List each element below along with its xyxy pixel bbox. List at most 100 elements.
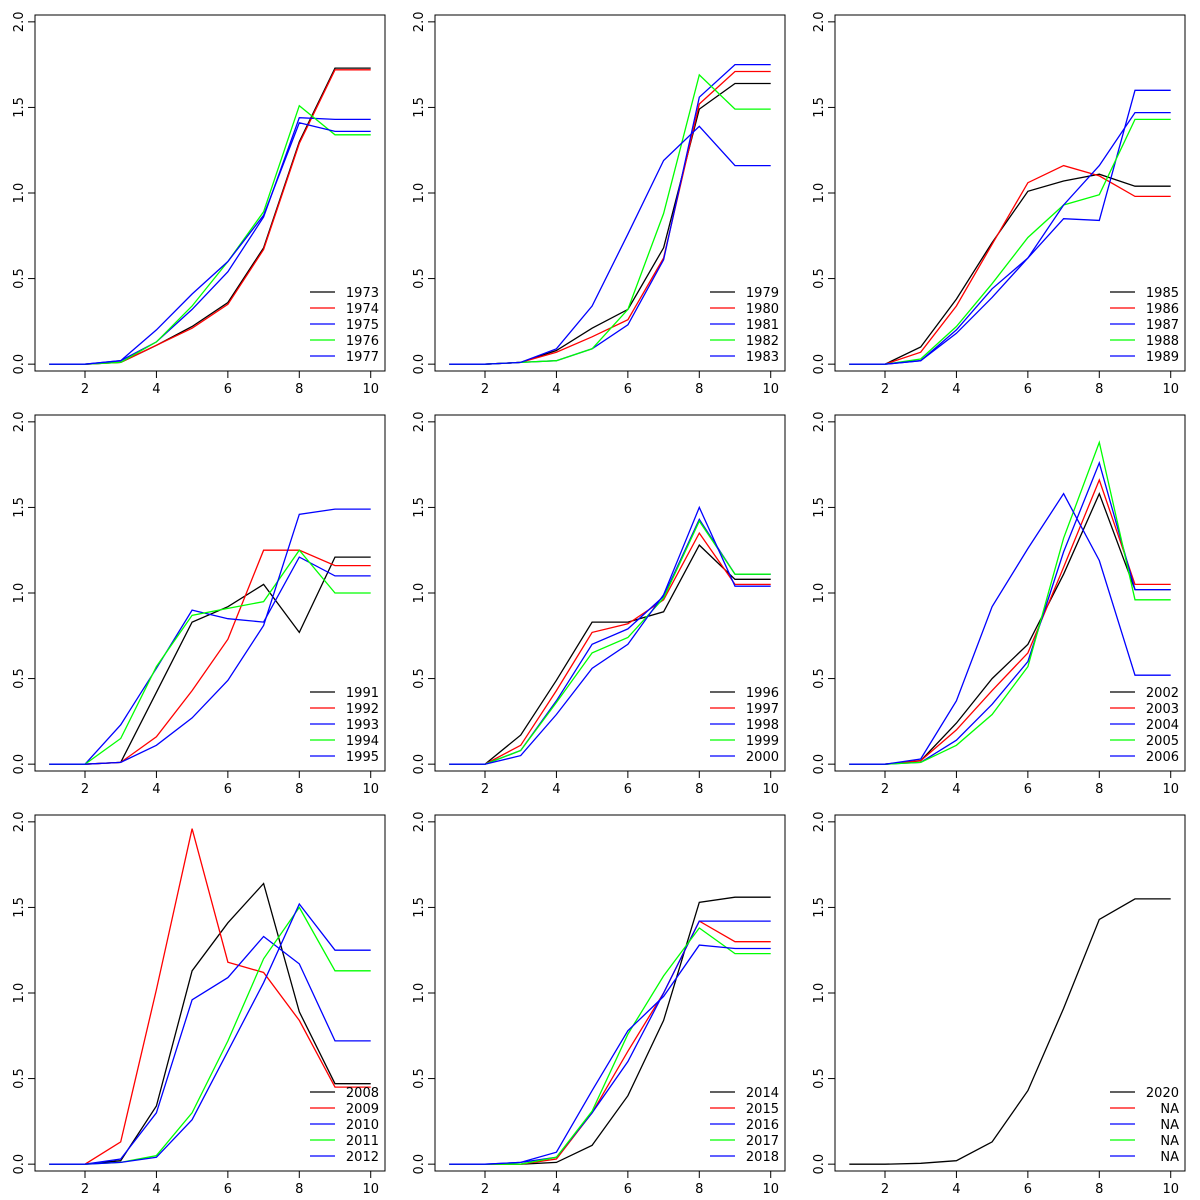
legend-label: 2008 [346,1086,379,1101]
legend-label: 1974 [346,302,379,317]
y-tick-label: 0.0 [412,354,427,375]
legend-label: NA [1160,1150,1179,1165]
plot-frame [34,814,386,1172]
panel-3: 2 4 6 8 10 0.0 0.5 1.0 1.5 2.0 1985198619871988198… [812,12,1186,397]
x-tick-label: 6 [224,782,232,797]
y-tick-label: 0.0 [412,754,427,775]
y-tick-label: 2.0 [412,412,427,433]
legend-label: 1994 [346,734,379,749]
y-tick-label: 1.0 [812,183,827,204]
series-line-4 [449,73,771,365]
plot-frame [434,14,786,372]
series-line-2 [449,920,771,1165]
series-line-3 [449,920,771,1165]
series-line-1 [449,82,771,365]
y-tick-label: 1.5 [12,897,27,918]
legend-label: 1975 [346,318,379,333]
series-line-4 [49,549,371,765]
y-tick-label: 2.0 [12,812,27,833]
x-tick-label: 6 [624,782,632,797]
x-tick-label: 6 [624,382,632,397]
panel-5: 2 4 6 8 10 0.0 0.5 1.0 1.5 2.0 1996199719981999200… [412,412,786,797]
y-tick-label: 1.0 [412,983,427,1004]
legend-label: 1998 [746,718,779,733]
x-tick-label: 6 [224,1182,232,1197]
plot-frame [834,14,1186,372]
y-tick-label: 2.0 [412,12,427,33]
y-tick-label: 1.5 [412,97,427,118]
x-tick-label: 8 [695,782,703,797]
series-line-2 [49,828,371,1165]
x-tick-label: 8 [1095,1182,1103,1197]
series-line-5 [849,492,1171,765]
y-tick-label: 0.0 [812,1154,827,1175]
legend-label: 2005 [1146,734,1179,749]
plot-frame [834,414,1186,772]
legend-label: 2010 [346,1118,379,1133]
plot-frame [434,414,786,772]
y-tick-label: 0.5 [12,1068,27,1089]
legend-label: NA [1160,1118,1179,1133]
y-tick-label: 0.0 [12,354,27,375]
x-tick-label: 6 [1024,382,1032,397]
y-tick-label: 1.0 [812,983,827,1004]
y-tick-label: 1.5 [812,497,827,518]
panel-2: 2 4 6 8 10 0.0 0.5 1.0 1.5 2.0 1979198019811982198… [412,12,786,397]
series-line-4 [49,104,371,365]
x-tick-label: 2 [81,382,89,397]
series-line-2 [849,164,1171,365]
y-tick-label: 2.0 [812,12,827,33]
y-tick-label: 0.0 [12,1154,27,1175]
y-tick-label: 1.0 [812,583,827,604]
legend-label: 2006 [1146,750,1179,765]
plot-frame [34,14,386,372]
x-tick-label: 2 [81,1182,89,1197]
series-line-2 [49,69,371,365]
x-tick-label: 10 [762,1182,779,1197]
x-tick-label: 8 [295,382,303,397]
series-line-3 [849,460,1171,765]
plot-frame [834,814,1186,1172]
x-tick-label: 8 [695,382,703,397]
legend-label: 1976 [346,334,379,349]
x-tick-label: 2 [481,382,489,397]
series-line-5 [449,505,771,765]
legend-label: 2011 [346,1134,379,1149]
panel-6: 2 4 6 8 10 0.0 0.5 1.0 1.5 2.0 2002200320042005200… [812,412,1186,797]
x-tick-label: 4 [952,782,960,797]
x-tick-label: 10 [1162,782,1179,797]
x-tick-label: 4 [552,782,560,797]
series-line-1 [49,556,371,765]
series-line-2 [449,70,771,365]
x-tick-label: 2 [481,1182,489,1197]
legend-label: 1996 [746,686,779,701]
y-tick-label: 2.0 [812,812,827,833]
panel-4: 2 4 6 8 10 0.0 0.5 1.0 1.5 2.0 1991199219931994199… [12,412,386,797]
legend-label: 1997 [746,702,779,717]
series-line-3 [49,117,371,365]
x-tick-label: 4 [152,382,160,397]
x-tick-label: 10 [362,382,379,397]
y-tick-label: 2.0 [412,812,427,833]
legend-label: 2018 [746,1150,779,1165]
series-line-1 [49,67,371,365]
legend-label: 2014 [746,1086,779,1101]
series-line-2 [849,478,1171,765]
legend-label: 2004 [1146,718,1179,733]
x-tick-label: 4 [152,1182,160,1197]
panel-1: 2 4 6 8 10 0.0 0.5 1.0 1.5 2.0 1973197419751976197… [12,12,386,397]
y-tick-label: 1.0 [12,583,27,604]
x-tick-label: 6 [1024,1182,1032,1197]
y-tick-label: 0.0 [812,754,827,775]
legend-label: 1989 [1146,350,1179,365]
x-tick-label: 8 [1095,782,1103,797]
y-tick-label: 0.5 [812,1068,827,1089]
legend-label: NA [1160,1134,1179,1149]
y-tick-label: 1.5 [12,497,27,518]
series-line-3 [49,556,371,765]
y-tick-label: 0.5 [812,268,827,289]
legend-label: 1993 [346,718,379,733]
legend-label: 2020 [1146,1086,1179,1101]
y-tick-label: 1.5 [412,897,427,918]
